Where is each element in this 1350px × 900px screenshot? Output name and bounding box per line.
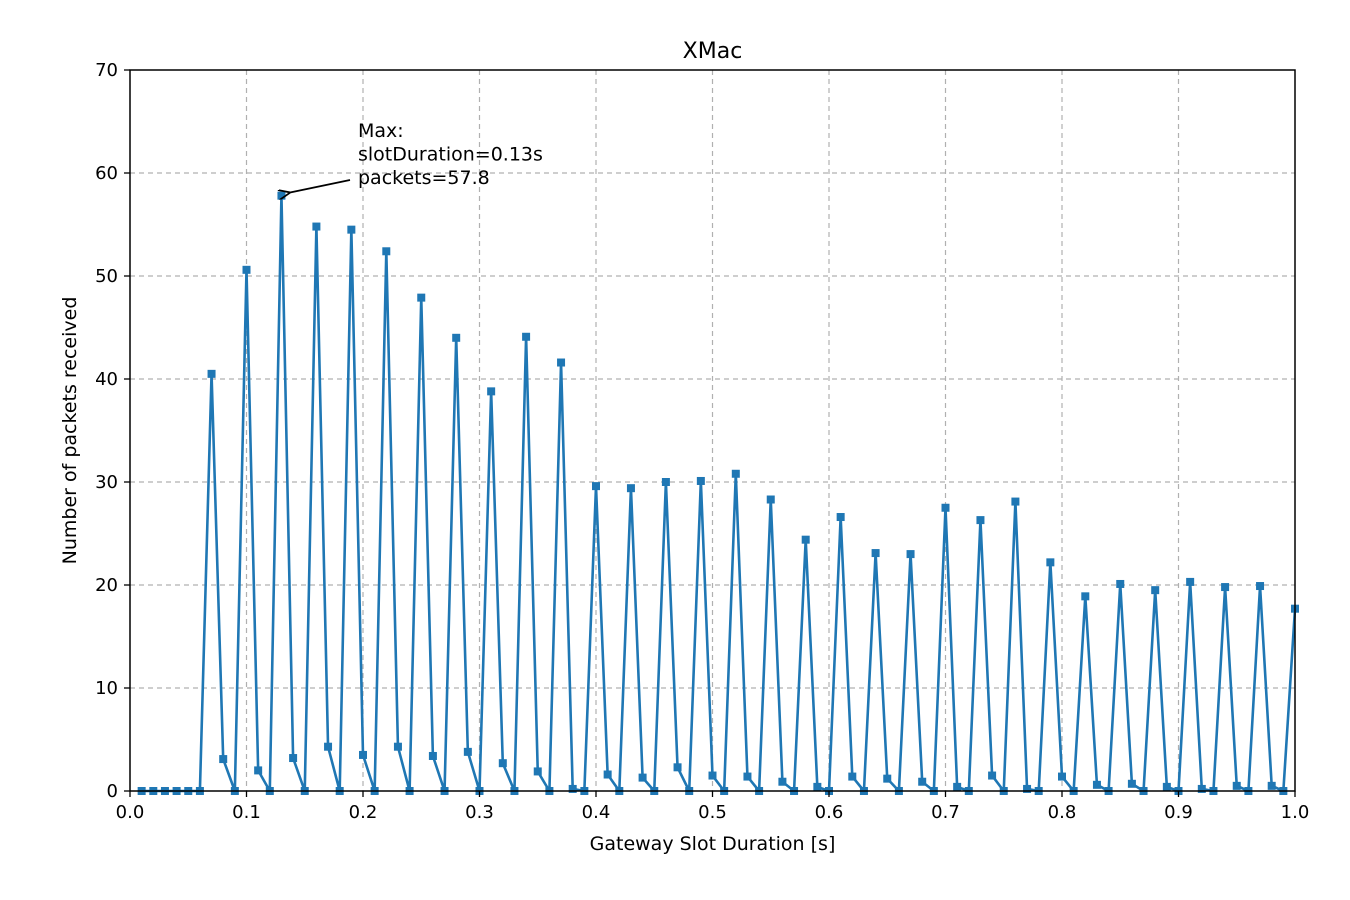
data-point xyxy=(626,484,635,493)
data-point xyxy=(918,777,927,786)
data-point xyxy=(1127,779,1136,788)
data-point xyxy=(312,222,321,231)
x-tick-label: 0.9 xyxy=(1164,802,1193,823)
data-point xyxy=(1186,577,1195,586)
data-point xyxy=(778,777,787,786)
data-point xyxy=(976,516,985,525)
axis-ticks: 0.0 0.1 0.2 0.3 0.4 0.5 0.6 0.7 0.8 0.9 1.0 0 10 20 30… xyxy=(95,60,1309,823)
series-line xyxy=(141,194,1297,793)
data-point xyxy=(568,784,577,793)
x-tick-label: 0.1 xyxy=(232,802,261,823)
data-point xyxy=(428,751,437,760)
data-point xyxy=(661,478,670,486)
data-point xyxy=(1116,579,1125,588)
data-point xyxy=(1023,784,1032,793)
data-point xyxy=(347,225,356,234)
data-point xyxy=(1267,781,1276,790)
x-tick-label: 0.2 xyxy=(349,802,378,823)
annotation-text-line: slotDuration=0.13s xyxy=(358,144,543,166)
grid xyxy=(130,70,1295,791)
data-point xyxy=(673,763,682,772)
data-point xyxy=(1011,497,1020,506)
data-point xyxy=(1058,772,1066,781)
data-point xyxy=(382,247,391,256)
data-point xyxy=(1232,781,1241,790)
y-axis-label: Number of packets received xyxy=(59,297,81,565)
data-point xyxy=(1221,583,1230,592)
data-point xyxy=(883,774,892,783)
data-point xyxy=(1162,782,1171,791)
data-point xyxy=(953,782,962,791)
x-tick-label: 0.7 xyxy=(931,802,960,823)
data-point xyxy=(941,503,950,512)
data-point xyxy=(801,535,810,544)
data-point xyxy=(463,747,472,756)
y-tick-label: 60 xyxy=(95,163,118,184)
data-point xyxy=(498,759,507,768)
data-point xyxy=(254,766,263,775)
data-point xyxy=(988,771,997,780)
y-tick-label: 10 xyxy=(95,678,118,699)
y-tick-label: 30 xyxy=(95,472,118,493)
annotation-text-line: packets=57.8 xyxy=(358,167,490,189)
data-point xyxy=(417,293,426,302)
annotation-text-line: Max: xyxy=(358,120,404,142)
annotation-arrow xyxy=(289,179,351,193)
x-tick-label: 0.6 xyxy=(815,802,844,823)
x-axis-label: Gateway Slot Duration [s] xyxy=(590,833,836,855)
y-tick-label: 40 xyxy=(95,369,118,390)
data-point xyxy=(522,332,531,341)
data-point xyxy=(289,754,298,763)
data-point xyxy=(1046,558,1055,567)
y-tick-label: 20 xyxy=(95,575,118,596)
data-point xyxy=(813,782,822,791)
data-point xyxy=(393,742,402,751)
data-point xyxy=(766,495,775,504)
data-point xyxy=(871,549,880,558)
data-point xyxy=(603,770,612,779)
data-point xyxy=(743,772,752,781)
x-tick-label: 0.8 xyxy=(1048,802,1077,823)
data-point xyxy=(848,772,857,781)
data-point xyxy=(359,750,367,759)
data-point xyxy=(906,550,915,559)
x-tick-label: 0.5 xyxy=(698,802,727,823)
y-tick-label: 0 xyxy=(107,781,118,802)
data-point xyxy=(1092,780,1101,789)
data-point xyxy=(452,333,461,342)
data-point xyxy=(836,513,845,522)
data-point xyxy=(207,369,216,378)
series-line-group xyxy=(141,194,1297,793)
data-point xyxy=(1256,582,1265,591)
data-point xyxy=(731,469,740,478)
x-tick-label: 0.0 xyxy=(116,802,145,823)
x-tick-label: 0.4 xyxy=(582,802,611,823)
data-point xyxy=(638,773,647,782)
chart-title: XMac xyxy=(683,39,743,64)
x-tick-label: 0.3 xyxy=(465,802,494,823)
data-point xyxy=(1081,592,1090,601)
data-point xyxy=(708,771,717,780)
data-point xyxy=(557,358,566,367)
y-tick-label: 70 xyxy=(95,60,118,81)
data-point xyxy=(1197,784,1206,793)
y-tick-label: 50 xyxy=(95,266,118,287)
data-point xyxy=(277,191,286,200)
x-tick-label: 1.0 xyxy=(1281,802,1310,823)
data-point xyxy=(324,742,333,751)
data-point xyxy=(1151,586,1160,595)
data-point xyxy=(487,387,496,396)
data-point xyxy=(533,767,542,776)
data-point xyxy=(219,755,228,764)
data-point xyxy=(242,265,251,274)
data-point xyxy=(592,482,600,491)
data-point xyxy=(696,476,705,485)
